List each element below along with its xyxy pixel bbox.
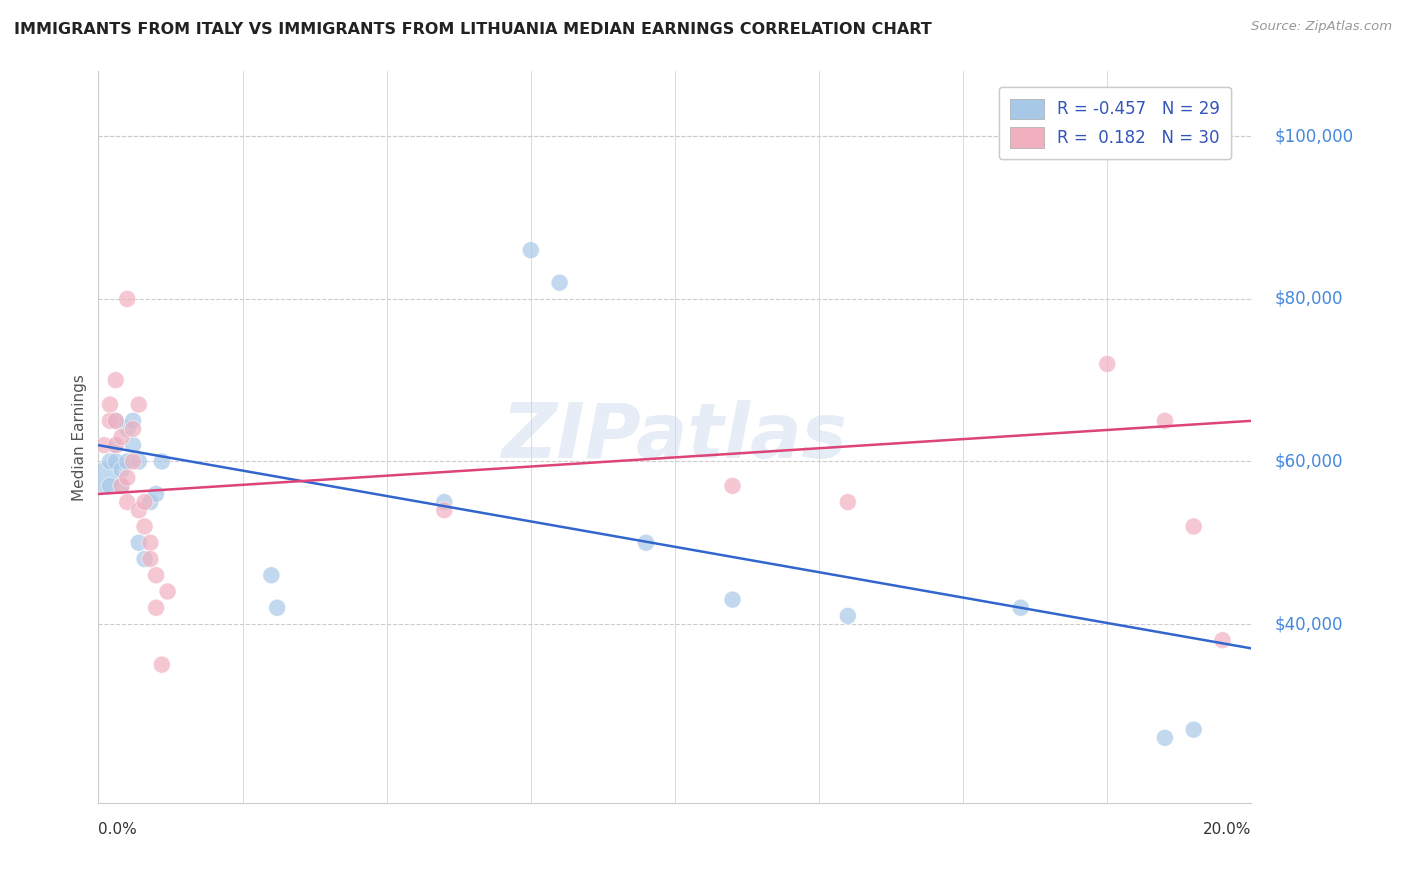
Point [122, 438, 145, 452]
Text: $100,000: $100,000 [1274, 128, 1354, 145]
Text: 0.0%: 0.0% [98, 822, 138, 837]
Point [117, 292, 138, 306]
Point [128, 398, 150, 412]
Point [104, 414, 127, 428]
Point [837, 608, 859, 623]
Point [260, 568, 283, 582]
Point [104, 438, 127, 452]
Point [1010, 600, 1032, 615]
Point [98, 398, 121, 412]
Point [520, 243, 543, 257]
Point [117, 495, 138, 509]
Point [139, 552, 162, 566]
Point [122, 454, 145, 468]
Point [122, 414, 145, 428]
Point [433, 495, 456, 509]
Point [1212, 633, 1234, 648]
Point [134, 519, 156, 533]
Point [721, 592, 744, 607]
Text: $60,000: $60,000 [1274, 452, 1343, 470]
Point [98, 414, 121, 428]
Point [93, 471, 115, 485]
Point [104, 438, 127, 452]
Point [117, 422, 138, 436]
Text: $40,000: $40,000 [1274, 615, 1343, 633]
Point [1097, 357, 1119, 371]
Point [145, 568, 167, 582]
Text: 20.0%: 20.0% [1204, 822, 1251, 837]
Point [110, 479, 132, 493]
Point [150, 657, 173, 672]
Point [721, 479, 744, 493]
Point [636, 535, 658, 549]
Text: Source: ZipAtlas.com: Source: ZipAtlas.com [1251, 20, 1392, 33]
Point [134, 495, 156, 509]
Point [128, 454, 150, 468]
Point [110, 462, 132, 476]
Point [150, 454, 173, 468]
Point [1153, 731, 1175, 745]
Point [93, 438, 115, 452]
Y-axis label: Median Earnings: Median Earnings [72, 374, 87, 500]
Point [128, 535, 150, 549]
Point [117, 454, 138, 468]
Point [1182, 723, 1205, 737]
Point [139, 535, 162, 549]
Point [110, 430, 132, 444]
Point [1153, 414, 1175, 428]
Point [156, 584, 179, 599]
Point [110, 479, 132, 493]
Point [1182, 519, 1205, 533]
Point [433, 503, 456, 517]
Text: IMMIGRANTS FROM ITALY VS IMMIGRANTS FROM LITHUANIA MEDIAN EARNINGS CORRELATION C: IMMIGRANTS FROM ITALY VS IMMIGRANTS FROM… [14, 22, 932, 37]
Point [117, 471, 138, 485]
Point [98, 479, 121, 493]
Point [266, 600, 288, 615]
Point [104, 373, 127, 387]
Point [104, 414, 127, 428]
Point [98, 454, 121, 468]
Point [837, 495, 859, 509]
Point [548, 276, 571, 290]
Point [145, 600, 167, 615]
Point [122, 422, 145, 436]
Text: ZIPatlas: ZIPatlas [502, 401, 848, 474]
Point [134, 552, 156, 566]
Point [128, 503, 150, 517]
Legend: R = -0.457   N = 29, R =  0.182   N = 30: R = -0.457 N = 29, R = 0.182 N = 30 [998, 87, 1232, 160]
Point [139, 495, 162, 509]
Point [104, 454, 127, 468]
Point [145, 487, 167, 501]
Text: $80,000: $80,000 [1274, 290, 1343, 308]
